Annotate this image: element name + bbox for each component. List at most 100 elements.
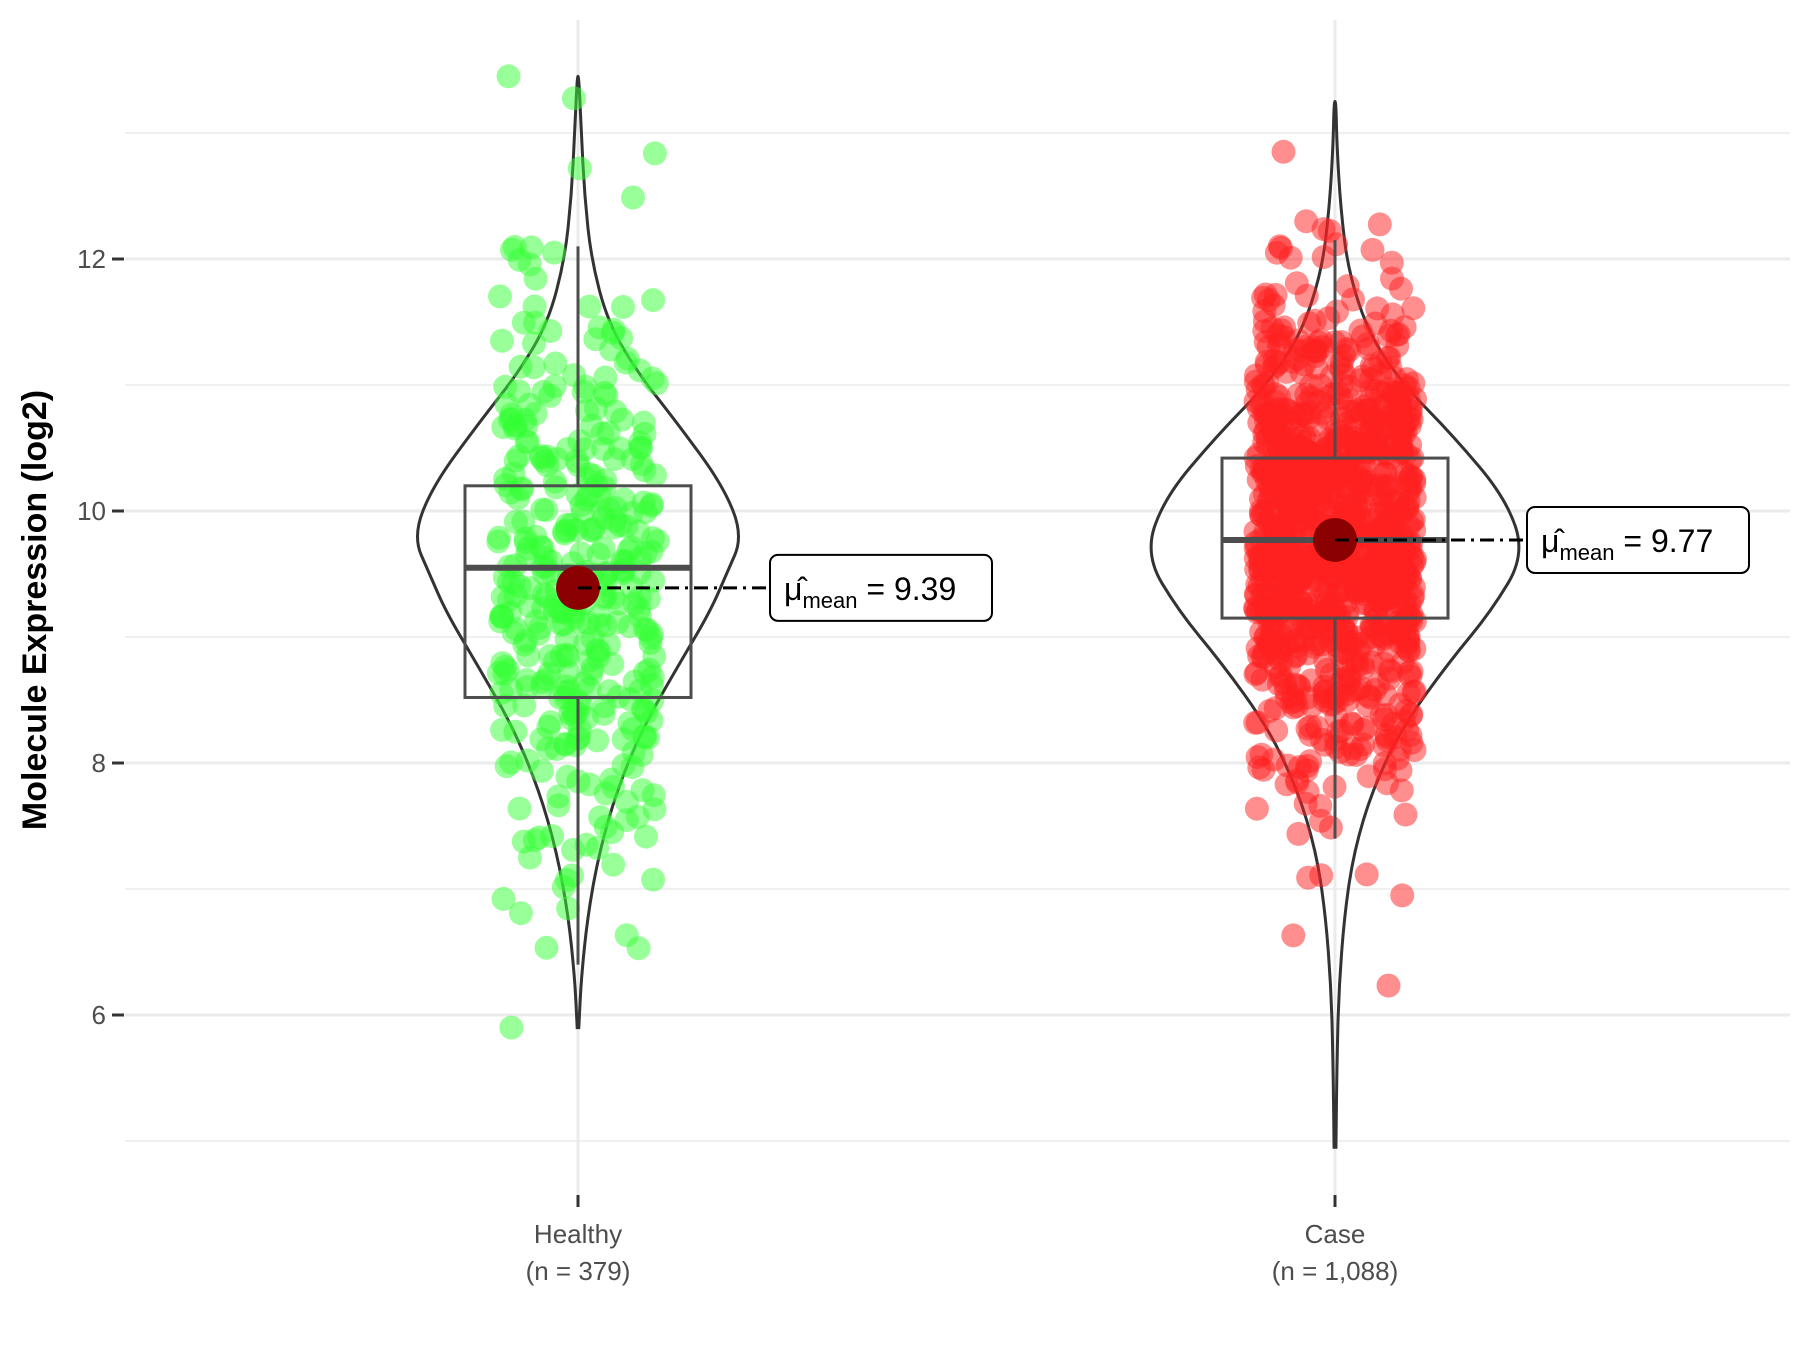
data-point-healthy: [538, 710, 563, 735]
data-point-healthy: [538, 644, 563, 668]
data-point-case: [1356, 764, 1381, 789]
data-point-case: [1402, 485, 1427, 510]
data-point-case: [1264, 718, 1289, 743]
data-point-case: [1385, 333, 1410, 358]
data-point-case: [1310, 482, 1335, 507]
data-point-healthy: [543, 351, 568, 376]
data-point-case: [1284, 694, 1309, 718]
data-point-healthy: [615, 346, 640, 371]
data-point-healthy: [639, 493, 664, 518]
data-point-case: [1317, 218, 1342, 243]
data-point-healthy: [534, 935, 559, 960]
data-point-healthy: [627, 596, 651, 621]
data-point-case: [1263, 696, 1288, 721]
data-point-case: [1352, 465, 1377, 490]
data-point-healthy: [603, 399, 628, 424]
data-point-healthy: [562, 363, 586, 388]
data-point-healthy: [502, 235, 527, 259]
data-point-healthy: [514, 413, 539, 438]
data-point-case: [1263, 282, 1288, 307]
data-point-case: [1291, 402, 1315, 427]
data-point-healthy: [529, 758, 554, 783]
data-point-case: [1332, 362, 1357, 387]
data-point-healthy: [630, 778, 655, 803]
data-point-case: [1251, 757, 1276, 782]
data-point-healthy: [531, 448, 556, 473]
data-point-healthy: [499, 1015, 524, 1040]
data-point-case: [1245, 710, 1270, 735]
data-point-healthy: [619, 535, 644, 560]
data-point-case: [1340, 736, 1365, 761]
axes: Healthy (n = 379) Case (n = 1,088) 6 8 10 12: [77, 244, 1398, 1286]
data-point-case: [1394, 461, 1419, 486]
data-point-healthy: [556, 644, 580, 669]
data-point-case: [1257, 556, 1282, 581]
data-point-case: [1307, 389, 1332, 414]
data-point-case: [1382, 506, 1407, 531]
data-point-case: [1380, 302, 1405, 327]
data-point-case: [1244, 796, 1269, 821]
data-point-case: [1347, 558, 1372, 582]
data-point-case: [1286, 821, 1311, 846]
data-point-case: [1284, 271, 1309, 296]
data-point-case: [1395, 623, 1420, 648]
data-point-healthy: [556, 896, 581, 921]
data-point-healthy: [561, 86, 586, 111]
data-point-healthy: [577, 294, 602, 319]
x-tick-count-healthy: (n = 379): [526, 1256, 631, 1286]
data-point-healthy: [634, 824, 658, 849]
data-point-case: [1376, 973, 1401, 998]
data-point-healthy: [611, 558, 636, 583]
data-point-case: [1388, 400, 1413, 425]
data-point-case: [1384, 566, 1409, 591]
data-point-healthy: [497, 600, 522, 625]
data-point-case: [1314, 593, 1339, 618]
data-point-healthy: [621, 185, 645, 210]
data-point-case: [1341, 426, 1366, 450]
data-point-healthy: [593, 781, 618, 806]
data-point-case: [1383, 366, 1408, 391]
data-point-healthy: [567, 156, 592, 181]
x-tick-count-case: (n = 1,088): [1272, 1256, 1398, 1286]
y-tick-label: 6: [92, 1000, 106, 1030]
boxplots: [463, 240, 1450, 965]
data-point-case: [1366, 538, 1391, 563]
data-point-healthy: [519, 235, 544, 260]
data-point-healthy: [523, 310, 548, 335]
data-point-case: [1359, 612, 1384, 637]
data-point-case: [1253, 330, 1278, 355]
data-point-case: [1390, 883, 1415, 908]
data-point-case: [1360, 237, 1385, 262]
data-point-healthy: [588, 805, 613, 830]
data-point-case: [1373, 682, 1398, 707]
data-point-case: [1348, 318, 1373, 343]
data-point-case: [1394, 718, 1419, 743]
data-point-healthy: [542, 374, 567, 399]
data-point-healthy: [642, 797, 667, 822]
data-point-case: [1332, 657, 1357, 682]
data-point-healthy: [498, 480, 523, 505]
data-point-case: [1388, 758, 1413, 783]
data-point-healthy: [586, 542, 611, 567]
data-point-healthy: [639, 708, 664, 733]
data-point-healthy: [585, 836, 610, 860]
data-point-case: [1268, 235, 1293, 260]
data-point-case: [1335, 274, 1360, 299]
data-point-healthy: [491, 886, 516, 911]
data-point-healthy: [544, 475, 568, 500]
data-point-case: [1340, 399, 1365, 424]
data-point-case: [1393, 802, 1418, 827]
data-point-case: [1373, 461, 1398, 486]
data-point-case: [1369, 703, 1394, 728]
data-point-healthy: [632, 421, 657, 446]
y-tick-label: 10: [77, 496, 106, 526]
data-point-case: [1354, 862, 1379, 887]
data-point-healthy: [611, 295, 635, 319]
data-point-case: [1344, 580, 1369, 605]
x-tick-label-healthy: Healthy: [534, 1219, 622, 1249]
data-point-case: [1401, 296, 1426, 321]
grid-lines: [125, 20, 1790, 1200]
data-point-case: [1364, 379, 1389, 404]
data-point-healthy: [586, 639, 611, 664]
